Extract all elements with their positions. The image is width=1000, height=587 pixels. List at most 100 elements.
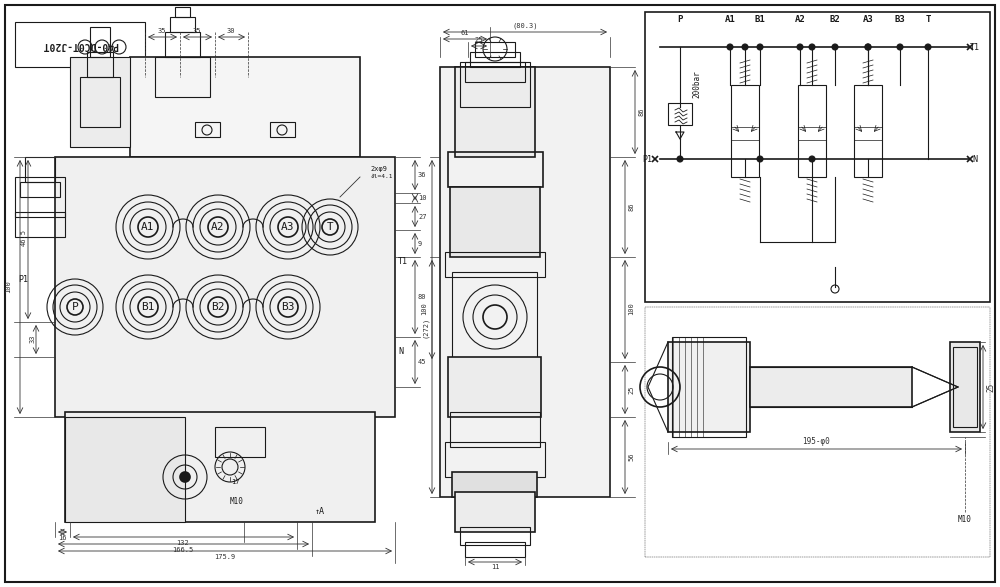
Circle shape: [757, 44, 763, 50]
Text: M10: M10: [230, 498, 244, 507]
Bar: [15, 212, 65, 237]
Bar: [950, 342, 980, 432]
Bar: [452, 272, 537, 362]
Text: 45: 45: [418, 359, 426, 365]
Bar: [15, 177, 65, 217]
Text: A2: A2: [795, 15, 805, 23]
Text: 56: 56: [628, 453, 634, 461]
Text: B1: B1: [755, 15, 765, 23]
Text: B1: B1: [141, 302, 155, 312]
Circle shape: [865, 44, 871, 50]
Bar: [460, 62, 530, 107]
Bar: [440, 67, 610, 497]
Bar: [90, 27, 110, 57]
Circle shape: [757, 156, 763, 162]
Bar: [854, 85, 882, 177]
Bar: [470, 52, 520, 67]
Text: (80.3): (80.3): [512, 22, 538, 29]
Circle shape: [925, 44, 931, 50]
Text: 36: 36: [418, 172, 426, 178]
Bar: [450, 187, 540, 257]
Text: 33: 33: [30, 335, 36, 343]
Bar: [672, 337, 746, 437]
Bar: [155, 57, 210, 97]
Circle shape: [742, 44, 748, 50]
Text: 25: 25: [628, 386, 634, 394]
Text: P1: P1: [642, 154, 652, 164]
Text: ∂l=4.1: ∂l=4.1: [370, 174, 392, 180]
Text: 9: 9: [418, 241, 422, 247]
Bar: [750, 367, 912, 407]
Text: 35: 35: [158, 28, 166, 34]
Bar: [731, 85, 759, 177]
Bar: [55, 157, 395, 417]
Text: A1: A1: [141, 222, 155, 232]
Text: 86: 86: [638, 108, 644, 116]
Circle shape: [797, 44, 803, 50]
Bar: [452, 472, 537, 497]
Text: P40-DC0T-J20T: P40-DC0T-J20T: [42, 40, 118, 50]
Bar: [65, 417, 185, 522]
Text: A2: A2: [211, 222, 225, 232]
Circle shape: [809, 44, 815, 50]
Text: A3: A3: [281, 222, 295, 232]
Bar: [195, 122, 220, 137]
Bar: [460, 527, 530, 545]
Bar: [20, 182, 60, 197]
Circle shape: [897, 44, 903, 50]
Circle shape: [180, 472, 190, 482]
Text: 61: 61: [461, 30, 469, 36]
Circle shape: [727, 44, 733, 50]
Bar: [798, 85, 826, 177]
Text: (272): (272): [422, 316, 429, 338]
Bar: [270, 122, 295, 137]
Text: B3: B3: [281, 302, 295, 312]
Text: A3: A3: [863, 15, 873, 23]
Text: 46.5: 46.5: [21, 228, 27, 245]
Circle shape: [832, 44, 838, 50]
Text: N: N: [972, 154, 978, 164]
Bar: [445, 442, 545, 477]
Text: 11: 11: [491, 564, 499, 570]
Bar: [65, 412, 375, 522]
Circle shape: [809, 156, 815, 162]
Text: T1: T1: [970, 42, 980, 52]
Text: 16: 16: [58, 535, 66, 541]
Bar: [87, 52, 113, 77]
Text: 17: 17: [231, 479, 239, 485]
Bar: [25, 157, 55, 182]
Text: 175.9: 175.9: [214, 554, 236, 560]
Bar: [165, 32, 200, 57]
Bar: [668, 342, 750, 432]
Text: 166.5: 166.5: [172, 547, 194, 553]
Bar: [465, 62, 525, 82]
Text: ↑A: ↑A: [315, 508, 325, 517]
Text: 35: 35: [193, 28, 201, 34]
Bar: [445, 252, 545, 277]
Text: M10: M10: [958, 514, 972, 524]
Bar: [70, 57, 130, 147]
Text: 80: 80: [418, 294, 426, 300]
Text: 100: 100: [421, 303, 427, 315]
Text: 2xφ9: 2xφ9: [370, 166, 387, 172]
Text: 30: 30: [227, 28, 235, 34]
Bar: [668, 103, 692, 125]
Text: 86: 86: [628, 203, 634, 211]
Text: 132: 132: [177, 540, 189, 546]
Text: 200bar: 200bar: [692, 70, 701, 98]
Text: 25: 25: [986, 382, 995, 392]
Bar: [455, 67, 535, 157]
Text: 25: 25: [475, 37, 483, 43]
Text: B2: B2: [830, 15, 840, 23]
Bar: [15, 22, 145, 67]
Bar: [465, 542, 525, 557]
Text: 100: 100: [628, 303, 634, 315]
Text: 195-φ0: 195-φ0: [802, 437, 830, 446]
Text: P: P: [677, 15, 683, 23]
Bar: [455, 492, 535, 532]
Bar: [450, 412, 540, 447]
Text: N: N: [398, 348, 403, 356]
Text: 27: 27: [418, 214, 426, 220]
Bar: [170, 17, 195, 32]
Text: T1: T1: [398, 258, 408, 266]
